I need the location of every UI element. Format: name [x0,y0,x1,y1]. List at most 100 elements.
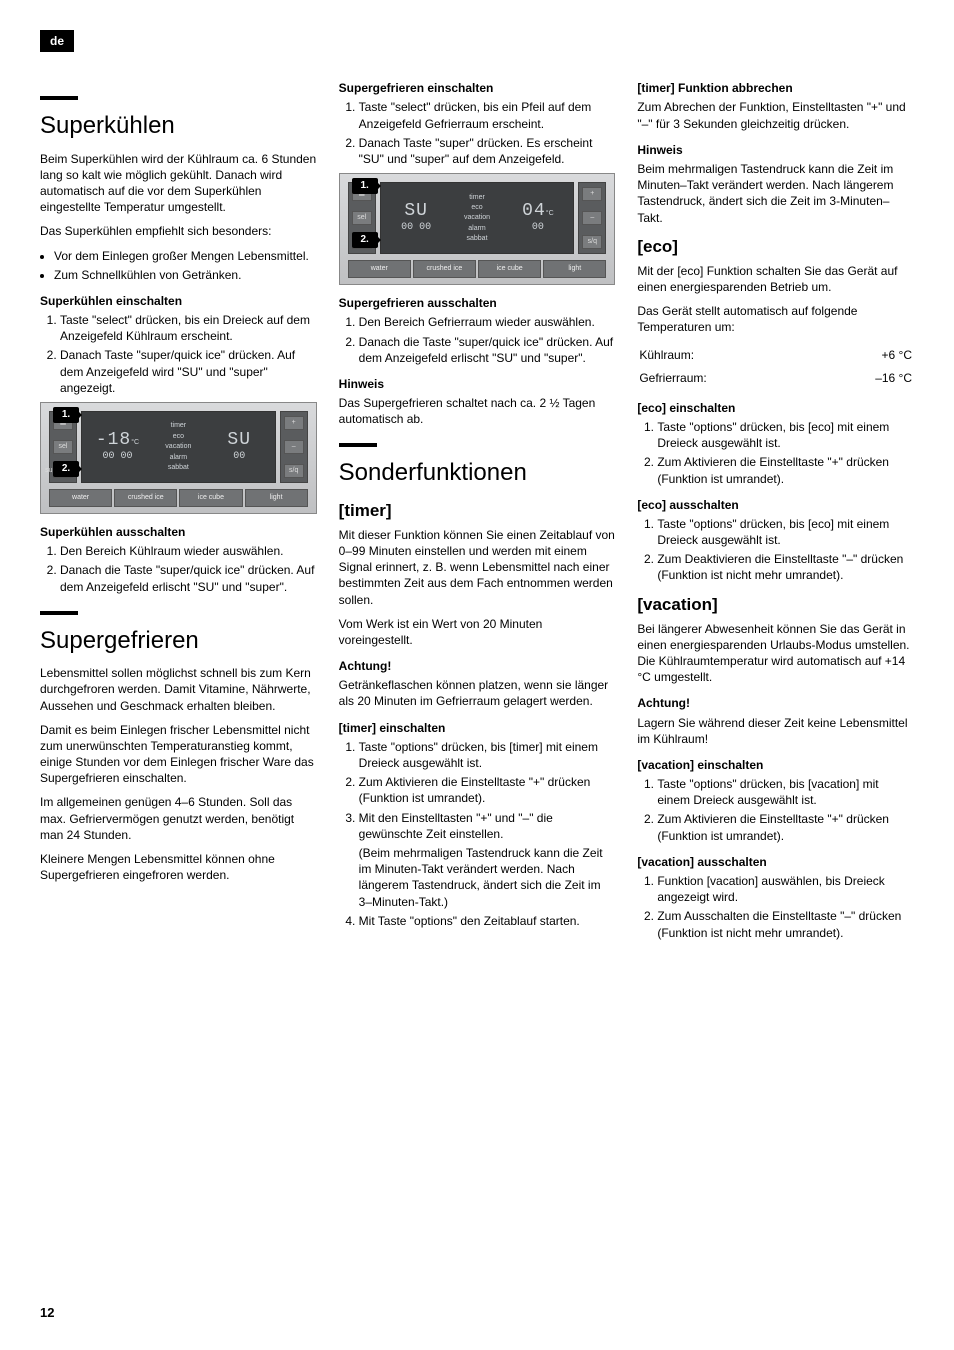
list-item: Zum Ausschalten die Einstelltaste "–" dr… [657,908,914,940]
callout-marker-2: 2. [53,461,79,477]
right-button-panel: + – s/q [280,411,308,483]
dispenser-button: ice cube [179,489,242,507]
paragraph: Vom Werk ist ein Wert von 20 Minuten vor… [339,616,616,648]
display-option: vacation [464,213,490,222]
subheading: [timer] Funktion abbrechen [637,80,914,96]
list-item: Danach die Taste "super/quick ice" drück… [359,334,616,366]
list-item: Taste "select" drücken, bis ein Dreieck … [60,312,317,344]
list-item: Mit den Einstelltasten "+" und "–" die g… [359,810,616,910]
list-item: Danach Taste "super" drücken. Es erschei… [359,135,616,167]
panel-button: – [284,440,304,454]
list-item: Taste "options" drücken, bis [timer] mit… [359,739,616,771]
list-item: Mit Taste "options" den Zeitablauf start… [359,913,616,929]
heading-eco: [eco] [637,236,914,259]
dispenser-button: crushed ice [413,260,476,278]
paragraph: Kleinere Mengen Lebensmittel können ohne… [40,851,317,883]
paragraph: Mit der [eco] Funktion schalten Sie das … [637,263,914,295]
list-item: Den Bereich Gefrierraum wieder auswählen… [359,314,616,330]
appliance-display-illustration-1: ▦ sel super/quick -18°C 00 00 timer eco … [40,402,317,514]
panel-button: + [582,187,602,201]
paragraph: Bei längerer Abwesenheit können Sie das … [637,621,914,686]
display-unit: °C [131,439,139,446]
paragraph: Lebensmittel sollen möglichst schnell bi… [40,665,317,714]
temperature-table: Kühlraum: +6 °C Gefrierraum: –16 °C [637,343,914,389]
paragraph: Das Gerät stellt automatisch auf folgend… [637,303,914,335]
display-screen: -18°C 00 00 timer eco vacation alarm sab… [81,411,276,483]
callout-marker-1: 1. [53,407,79,423]
heading-superkuehlen: Superkühlen [40,110,317,142]
dispenser-button: water [49,489,112,507]
right-button-panel: + – s/q [578,182,606,254]
display-option: vacation [165,442,191,451]
list-item: Zum Deaktivieren die Einstelltaste "–" d… [657,551,914,583]
display-option: alarm [468,224,486,233]
subheading-hinweis: Hinweis [339,376,616,392]
display-su-left: SU [404,202,428,220]
heading-sonderfunktionen: Sonderfunktionen [339,457,616,489]
display-temp-left: -18 [96,430,131,450]
dispenser-button: water [348,260,411,278]
subheading-hinweis: Hinweis [637,142,914,158]
numbered-list: Taste "options" drücken, bis [eco] mit e… [637,419,914,487]
paragraph: Beim mehrmaligen Tastendruck kann die Ze… [637,161,914,226]
list-item-sub: (Beim mehrmaligen Tastendruck kann die Z… [359,845,616,910]
section-rule [40,96,78,100]
subheading: [timer] einschalten [339,720,616,736]
panel-button: – [582,211,602,225]
list-item: Taste "options" drücken, bis [eco] mit e… [657,516,914,548]
subheading: Superkühlen ausschalten [40,524,317,540]
panel-button: sel [352,211,372,225]
callout-marker-2: 2. [352,232,378,248]
display-su-right: SU [227,431,251,449]
display-screen: SU 00 00 timer eco vacation alarm sabbat… [380,182,575,254]
list-item: Zum Aktivieren die Einstelltaste "+" drü… [359,774,616,806]
list-item: Zum Aktivieren die Einstelltaste "+" drü… [657,454,914,486]
language-tag: de [40,30,74,52]
list-item: Den Bereich Kühlraum wieder auswählen. [60,543,317,559]
subheading: Supergefrieren ausschalten [339,295,616,311]
numbered-list: Den Bereich Gefrierraum wieder auswählen… [339,314,616,366]
table-cell: +6 °C [816,345,912,365]
numbered-list: Funktion [vacation] auswählen, bis Dreie… [637,873,914,941]
column-1: Superkühlen Beim Superkühlen wird der Kü… [40,80,317,947]
display-option: sabbat [467,234,488,243]
subheading-achtung: Achtung! [339,658,616,674]
display-unit: °C [546,210,554,217]
paragraph: Das Supergefrieren schaltet nach ca. 2 ½… [339,395,616,427]
display-time: 00 00 [102,450,132,464]
display-option: timer [171,421,187,430]
display-small: 00 [233,450,245,464]
subheading: [eco] einschalten [637,400,914,416]
list-item: Vor dem Einlegen großer Mengen Lebensmit… [54,248,317,264]
display-time: 00 00 [401,221,431,235]
paragraph: Das Superkühlen empfiehlt sich besonders… [40,223,317,239]
content-columns: Superkühlen Beim Superkühlen wird der Kü… [40,80,914,947]
dispenser-button: crushed ice [114,489,177,507]
section-rule [339,443,377,447]
list-item: Danach die Taste "super/quick ice" drück… [60,562,317,594]
panel-button: s/q [582,235,602,249]
column-3: [timer] Funktion abbrechen Zum Abrechen … [637,80,914,947]
subheading: Supergefrieren einschalten [339,80,616,96]
paragraph: Damit es beim Einlegen frischer Lebensmi… [40,722,317,787]
column-2: Supergefrieren einschalten Taste "select… [339,80,616,947]
display-small: 00 [532,221,544,235]
list-item-text: Mit den Einstelltasten "+" und "–" die g… [359,811,553,841]
numbered-list: Taste "options" drücken, bis [vacation] … [637,776,914,844]
paragraph: Zum Abrechen der Funktion, Einstelltaste… [637,99,914,131]
display-option: alarm [170,453,188,462]
heading-timer: [timer] [339,500,616,523]
paragraph: Mit dieser Funktion können Sie einen Zei… [339,527,616,608]
numbered-list: Taste "select" drücken, bis ein Pfeil au… [339,99,616,167]
numbered-list: Den Bereich Kühlraum wieder auswählen. D… [40,543,317,595]
panel-button: s/q [284,464,304,478]
subheading-achtung: Achtung! [637,695,914,711]
table-cell: Gefrierraum: [639,368,814,388]
panel-button: sel [53,440,73,454]
heading-supergefrieren: Supergefrieren [40,625,317,657]
display-option: timer [469,193,485,202]
page-number: 12 [40,1304,54,1322]
subheading: [vacation] einschalten [637,757,914,773]
paragraph: Lagern Sie während dieser Zeit keine Leb… [637,715,914,747]
subheading: [vacation] ausschalten [637,854,914,870]
